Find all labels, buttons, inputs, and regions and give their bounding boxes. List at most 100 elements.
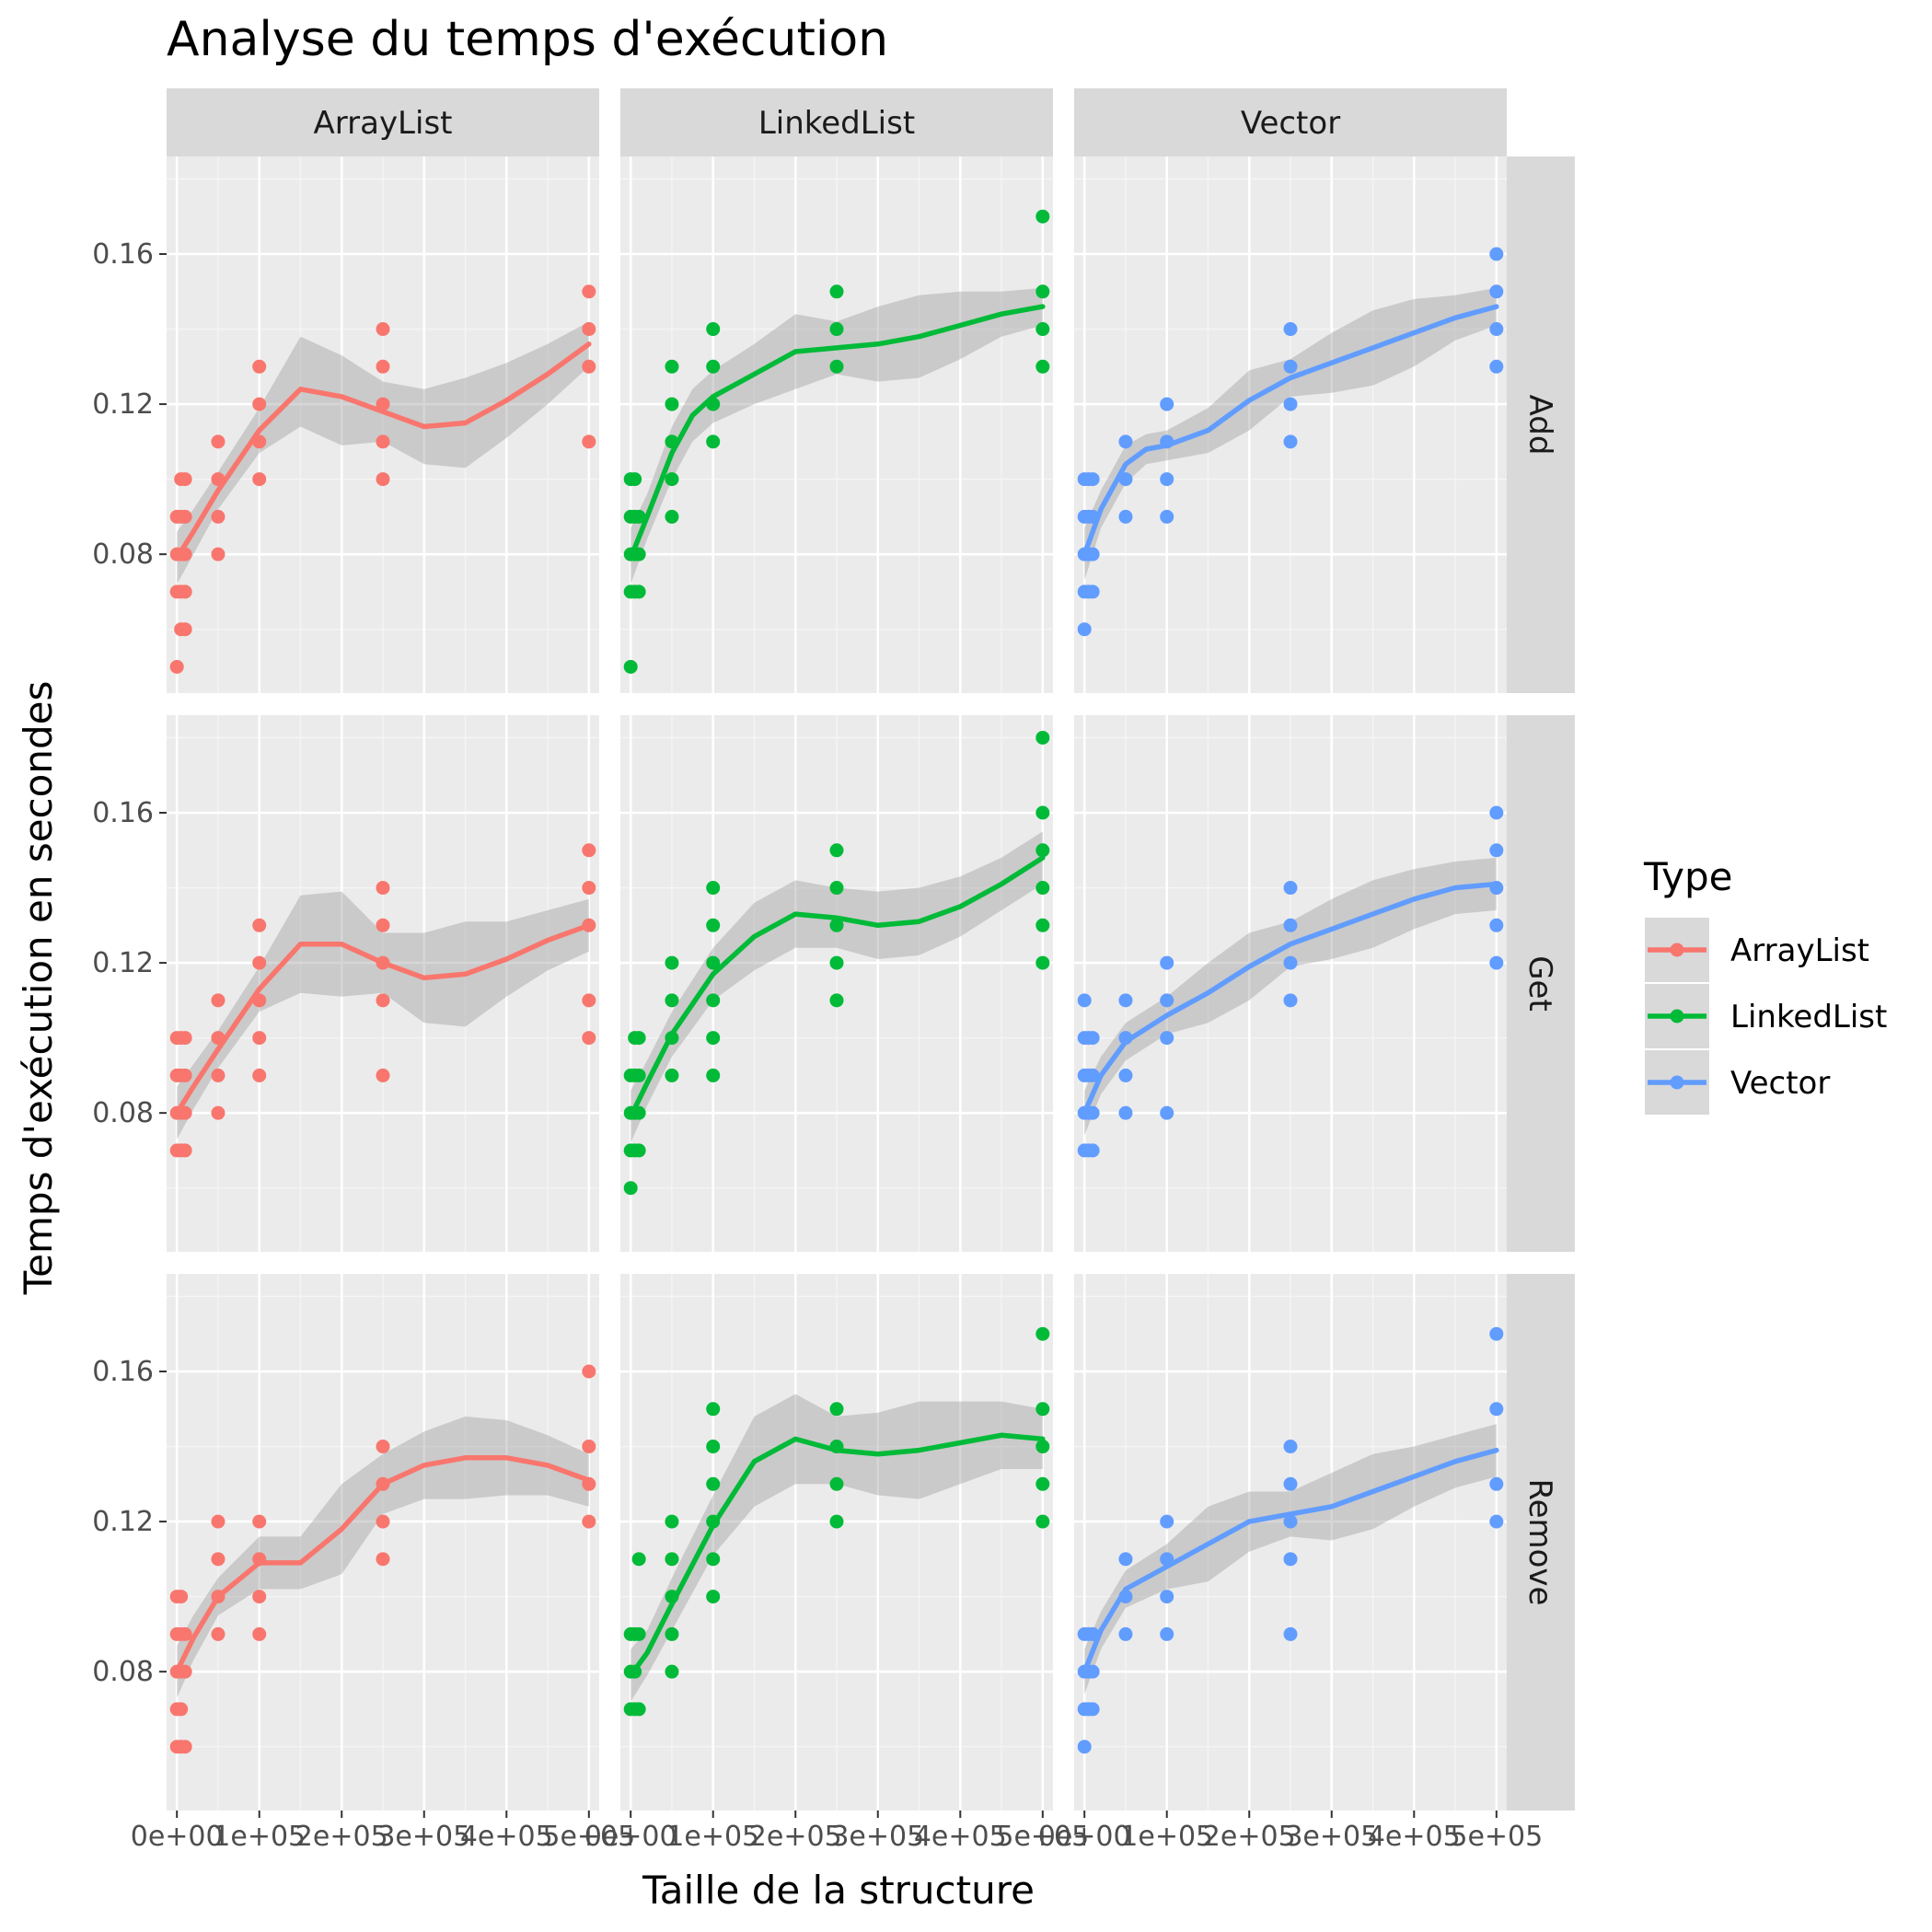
x-tick-label: 2e+05 [1203, 1821, 1296, 1853]
panel-arraylist-get [167, 715, 599, 1252]
data-point [1085, 584, 1100, 599]
data-point [631, 1031, 646, 1046]
data-point [706, 881, 721, 896]
x-tick-label: 5e+05 [1450, 1821, 1543, 1853]
data-point [582, 1364, 596, 1379]
data-point [665, 1068, 679, 1082]
data-point [376, 322, 390, 337]
data-point [211, 547, 226, 561]
confidence-band [1084, 1424, 1497, 1695]
data-point [252, 359, 267, 374]
data-point [665, 359, 679, 374]
data-point [1085, 472, 1100, 487]
row-strip-label: Remove [1521, 1479, 1558, 1606]
data-point [1283, 1476, 1298, 1491]
data-point [665, 397, 679, 411]
legend-items: ArrayList LinkedList Vector [1643, 916, 1887, 1116]
data-point [1283, 993, 1298, 1008]
data-point [1085, 1143, 1100, 1158]
smooth-line [1082, 304, 1499, 557]
data-point [1035, 1440, 1050, 1454]
data-point [178, 1143, 192, 1158]
data-point [1489, 955, 1504, 970]
data-point [1283, 881, 1298, 896]
data-point [1489, 1326, 1504, 1341]
y-tick-label: 0.16 [92, 797, 154, 829]
data-point [376, 918, 390, 932]
panel-linkedlist-add [620, 156, 1053, 693]
data-point [665, 955, 679, 970]
data-point [631, 1068, 646, 1082]
data-point [1283, 434, 1298, 449]
data-point [211, 1514, 226, 1529]
confidence-band [177, 321, 589, 584]
data-point [706, 1068, 721, 1082]
data-point [1160, 1626, 1174, 1641]
data-point [1160, 955, 1174, 970]
data-point [1489, 322, 1504, 337]
data-point [1283, 1626, 1298, 1641]
data-point [706, 1590, 721, 1604]
data-point [623, 659, 638, 674]
data-point [1077, 993, 1092, 1008]
data-point [1085, 547, 1100, 561]
column-strip-vector: Vector [1074, 88, 1507, 156]
data-point [178, 622, 192, 637]
data-point [178, 472, 192, 487]
data-point [1085, 1664, 1100, 1679]
data-point [1035, 730, 1050, 745]
smooth-line [628, 855, 1046, 1119]
column-strip-bg [1074, 88, 1507, 156]
x-tick-label: 1e+05 [213, 1821, 306, 1853]
data-point [1118, 1105, 1133, 1120]
data-point [376, 1068, 390, 1082]
data-point [829, 993, 844, 1008]
data-point [582, 1514, 596, 1529]
panel-linkedlist-remove [620, 1274, 1053, 1811]
data-point [211, 1068, 226, 1082]
data-point [829, 955, 844, 970]
data-point [829, 284, 844, 299]
data-point [706, 955, 721, 970]
data-point [1160, 397, 1174, 411]
data-point [211, 993, 226, 1008]
smooth-line [174, 1455, 592, 1674]
data-point [376, 1514, 390, 1529]
row-strip-get: Get [1507, 715, 1575, 1252]
column-strip-label: LinkedList [758, 105, 915, 142]
data-point [1489, 247, 1504, 261]
data-point [706, 1440, 721, 1454]
data-point [376, 1552, 390, 1567]
data-point [1035, 843, 1050, 858]
smooth-line [174, 922, 592, 1116]
y-tick-label: 0.12 [92, 947, 154, 979]
data-point [1489, 843, 1504, 858]
y-axis-title: Temps d'exécution en secondes [16, 681, 61, 1296]
data-point [1160, 509, 1174, 524]
panel-vector-add [1074, 156, 1507, 693]
data-point [631, 509, 646, 524]
data-point [829, 1514, 844, 1529]
data-point [1283, 1440, 1298, 1454]
data-point [631, 1626, 646, 1641]
column-strip-arraylist: ArrayList [167, 88, 599, 156]
confidence-band [1084, 857, 1497, 1136]
data-point [1035, 284, 1050, 299]
data-point [174, 1702, 189, 1717]
data-point [706, 1476, 721, 1491]
data-point [665, 1552, 679, 1567]
confidence-band [631, 831, 1043, 1143]
data-point [1035, 955, 1050, 970]
data-point [178, 1068, 192, 1082]
data-point [1160, 1590, 1174, 1604]
data-point [211, 1552, 226, 1567]
data-point [631, 584, 646, 599]
data-point [376, 993, 390, 1008]
y-tick-label: 0.08 [92, 1656, 154, 1688]
data-point [582, 881, 596, 896]
data-point [178, 509, 192, 524]
data-point [665, 993, 679, 1008]
data-point [706, 434, 721, 449]
data-point [1283, 955, 1298, 970]
